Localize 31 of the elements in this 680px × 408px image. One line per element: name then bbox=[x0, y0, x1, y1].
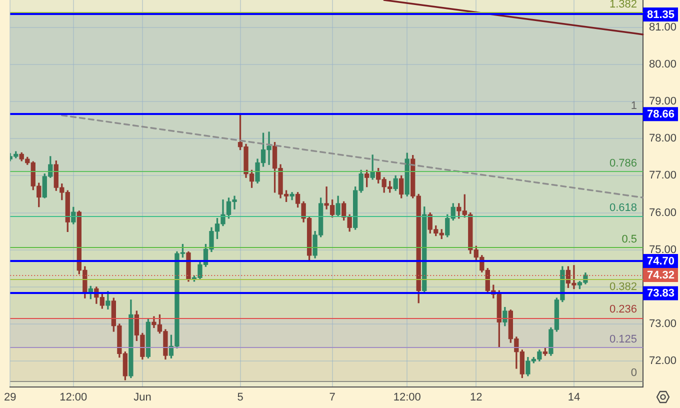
y-tick-label: 80.00 bbox=[649, 58, 677, 71]
annotation: 0.125 bbox=[609, 333, 637, 346]
annotation: 1.382 bbox=[609, 0, 637, 10]
x-tick-label: 29 bbox=[4, 392, 16, 404]
ref-line-label: 74.32 bbox=[647, 270, 675, 282]
y-tick-label: 81.00 bbox=[649, 21, 677, 34]
ref-line-label: 74.70 bbox=[647, 255, 675, 268]
x-tick-label: 7 bbox=[329, 392, 336, 404]
ref-line-label: 73.83 bbox=[647, 288, 675, 300]
annotation: 0.618 bbox=[609, 202, 637, 214]
x-tick-label: 12:00 bbox=[60, 392, 88, 404]
y-tick-label: 78.00 bbox=[649, 132, 677, 145]
y-tick-label: 73.00 bbox=[649, 318, 677, 330]
ref-line-label: 78.66 bbox=[647, 108, 675, 121]
annotation: 0.236 bbox=[609, 304, 637, 316]
annotation: 0.786 bbox=[609, 157, 637, 170]
x-tick-label: 12:00 bbox=[393, 392, 421, 404]
annotation: 1 bbox=[630, 100, 637, 112]
y-tick-label: 76.00 bbox=[649, 206, 677, 219]
x-tick-label: 12 bbox=[470, 392, 482, 404]
ref-line-label: 81.35 bbox=[647, 8, 675, 21]
x-tick-label: 5 bbox=[237, 392, 244, 404]
x-tick-label: 14 bbox=[568, 392, 580, 404]
y-tick-label: 72.00 bbox=[649, 355, 677, 368]
y-tick-label: 75.00 bbox=[649, 244, 677, 256]
annotation: 0.5 bbox=[622, 233, 637, 246]
annotation: 0.382 bbox=[609, 280, 637, 293]
y-tick-label: 77.00 bbox=[649, 170, 677, 182]
y-tick-label: 79.00 bbox=[649, 96, 677, 108]
x-tick-label: Jun bbox=[134, 392, 152, 404]
annotation: 0 bbox=[630, 367, 637, 380]
